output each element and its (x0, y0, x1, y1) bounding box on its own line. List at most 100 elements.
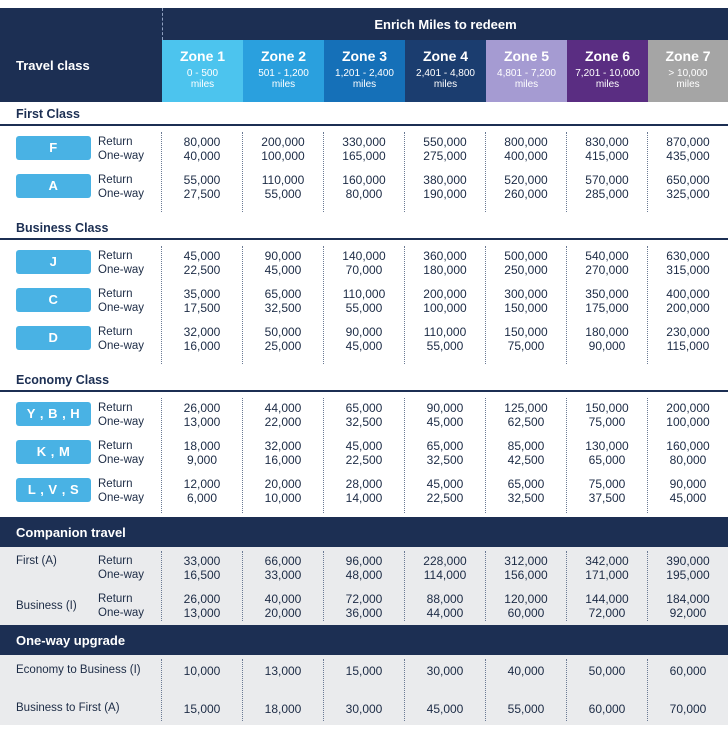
one-way-miles: 22,500 (426, 491, 464, 505)
return-miles: 80,000 (183, 135, 221, 149)
one-way-miles: 175,000 (585, 301, 629, 315)
one-way-label: One-way (98, 302, 145, 314)
zone-name: Zone 6 (584, 48, 631, 64)
one-way-miles: 65,000 (588, 453, 626, 467)
miles-cell: 90,000 45,000 (243, 249, 323, 277)
miles-cell: 55,000 27,500 (162, 173, 242, 201)
one-way-miles: 25,000 (264, 339, 302, 353)
return-miles: 90,000 (345, 325, 383, 339)
column-separator (647, 551, 648, 621)
return-miles: 228,000 (423, 554, 467, 568)
return-miles: 90,000 (426, 401, 464, 415)
miles-cell: 540,000 270,000 (567, 249, 647, 277)
one-way-miles: 45,000 (345, 339, 383, 353)
upgrade-miles: 60,000 (588, 702, 626, 716)
miles-cell: 65,000 32,500 (324, 401, 404, 429)
return-label: Return (98, 478, 133, 490)
one-way-miles: 45,000 (264, 263, 302, 277)
one-way-label: One-way (98, 454, 145, 466)
zone-range: 0 - 500 (186, 68, 219, 79)
one-way-miles: 10,000 (264, 491, 302, 505)
return-miles: 26,000 (183, 592, 221, 606)
return-miles: 50,000 (264, 325, 302, 339)
one-way-miles: 200,000 (666, 301, 710, 315)
miles-cell: 33,000 16,500 (162, 554, 242, 582)
zone-unit: miles (595, 79, 620, 90)
fare-row: D Return One-way 32,000 16,000 50,000 25,000 90… (0, 320, 728, 358)
miles-cell: 90,000 45,000 (648, 477, 728, 505)
return-miles: 125,000 (504, 401, 548, 415)
miles-header-title: Enrich Miles to redeem (374, 17, 517, 32)
return-miles: 18,000 (183, 439, 221, 453)
one-way-miles: 48,000 (345, 568, 383, 582)
return-label: Return (98, 555, 133, 567)
miles-cell: 650,000 325,000 (648, 173, 728, 201)
miles-cell: 380,000 190,000 (405, 173, 485, 201)
one-way-label: One-way (98, 150, 145, 162)
return-miles: 650,000 (666, 173, 710, 187)
return-miles: 65,000 (264, 287, 302, 301)
column-separator (161, 132, 162, 212)
one-way-miles: 20,000 (264, 606, 302, 620)
column-separator (647, 398, 648, 513)
return-miles: 65,000 (426, 439, 464, 453)
return-miles: 110,000 (423, 325, 467, 339)
upgrade-header: One-way upgrade (0, 625, 728, 655)
booking-class-badge: D (16, 326, 91, 350)
miles-cell: 80,000 40,000 (162, 135, 242, 163)
column-separator (161, 551, 162, 621)
one-way-miles: 150,000 (504, 301, 548, 315)
return-label: Return (98, 250, 133, 262)
one-way-miles: 27,500 (183, 187, 221, 201)
miles-cell: 400,000 200,000 (648, 287, 728, 315)
zone-name: Zone 5 (503, 48, 550, 64)
booking-class-badge: K , M (16, 440, 91, 464)
miles-cell: 312,000 156,000 (486, 554, 566, 582)
miles-cell: 32,000 16,000 (162, 325, 242, 353)
return-miles: 110,000 (261, 173, 305, 187)
one-way-miles: 195,000 (666, 568, 710, 582)
booking-class-badge: Y , B , H (16, 402, 91, 426)
miles-cell: 150,000 75,000 (567, 401, 647, 429)
one-way-miles: 36,000 (345, 606, 383, 620)
travel-class-header: Travel class (0, 8, 162, 102)
companion-row: First (A) Return One-way 33,000 16,500 66,000… (0, 549, 728, 587)
column-separator (323, 398, 324, 513)
one-way-label: One-way (98, 569, 145, 581)
one-way-label: One-way (98, 492, 145, 504)
column-separator (323, 132, 324, 212)
return-miles: 380,000 (423, 173, 467, 187)
return-miles: 75,000 (588, 477, 626, 491)
return-miles: 300,000 (504, 287, 548, 301)
column-separator (161, 659, 162, 721)
column-separator (566, 132, 567, 212)
one-way-miles: 45,000 (426, 415, 464, 429)
column-separator (404, 132, 405, 212)
companion-class-label: First (A) (16, 555, 57, 567)
booking-class-badge: L , V , S (16, 478, 91, 502)
miles-cell: 45,000 22,500 (324, 439, 404, 467)
upgrade-miles: 30,000 (426, 664, 464, 678)
zone-range: 501 - 1,200 (258, 68, 309, 79)
return-label: Return (98, 402, 133, 414)
upgrade-row: Business to First (A) 15,000 18,000 30,000 4… (0, 702, 728, 722)
miles-cell: 65,000 32,500 (405, 439, 485, 467)
one-way-miles: 42,500 (507, 453, 545, 467)
companion-travel-body (0, 547, 728, 625)
one-way-miles: 16,000 (264, 453, 302, 467)
one-way-miles: 9,000 (186, 453, 218, 467)
zone-unit: miles (433, 79, 458, 90)
zone-header: Zone 7 > 10,000 miles (648, 40, 728, 102)
upgrade-body (0, 655, 728, 725)
zone-header: Zone 4 2,401 - 4,800 miles (405, 40, 486, 102)
column-separator (566, 246, 567, 364)
zone-range: 2,401 - 4,800 (416, 68, 475, 79)
booking-class-badge: A (16, 174, 91, 198)
zone-unit: miles (271, 79, 296, 90)
column-separator (485, 398, 486, 513)
one-way-miles: 22,500 (183, 263, 221, 277)
miles-cell: 90,000 45,000 (405, 401, 485, 429)
return-miles: 45,000 (183, 249, 221, 263)
zone-header: Zone 1 0 - 500 miles (162, 40, 243, 102)
return-miles: 32,000 (264, 439, 302, 453)
